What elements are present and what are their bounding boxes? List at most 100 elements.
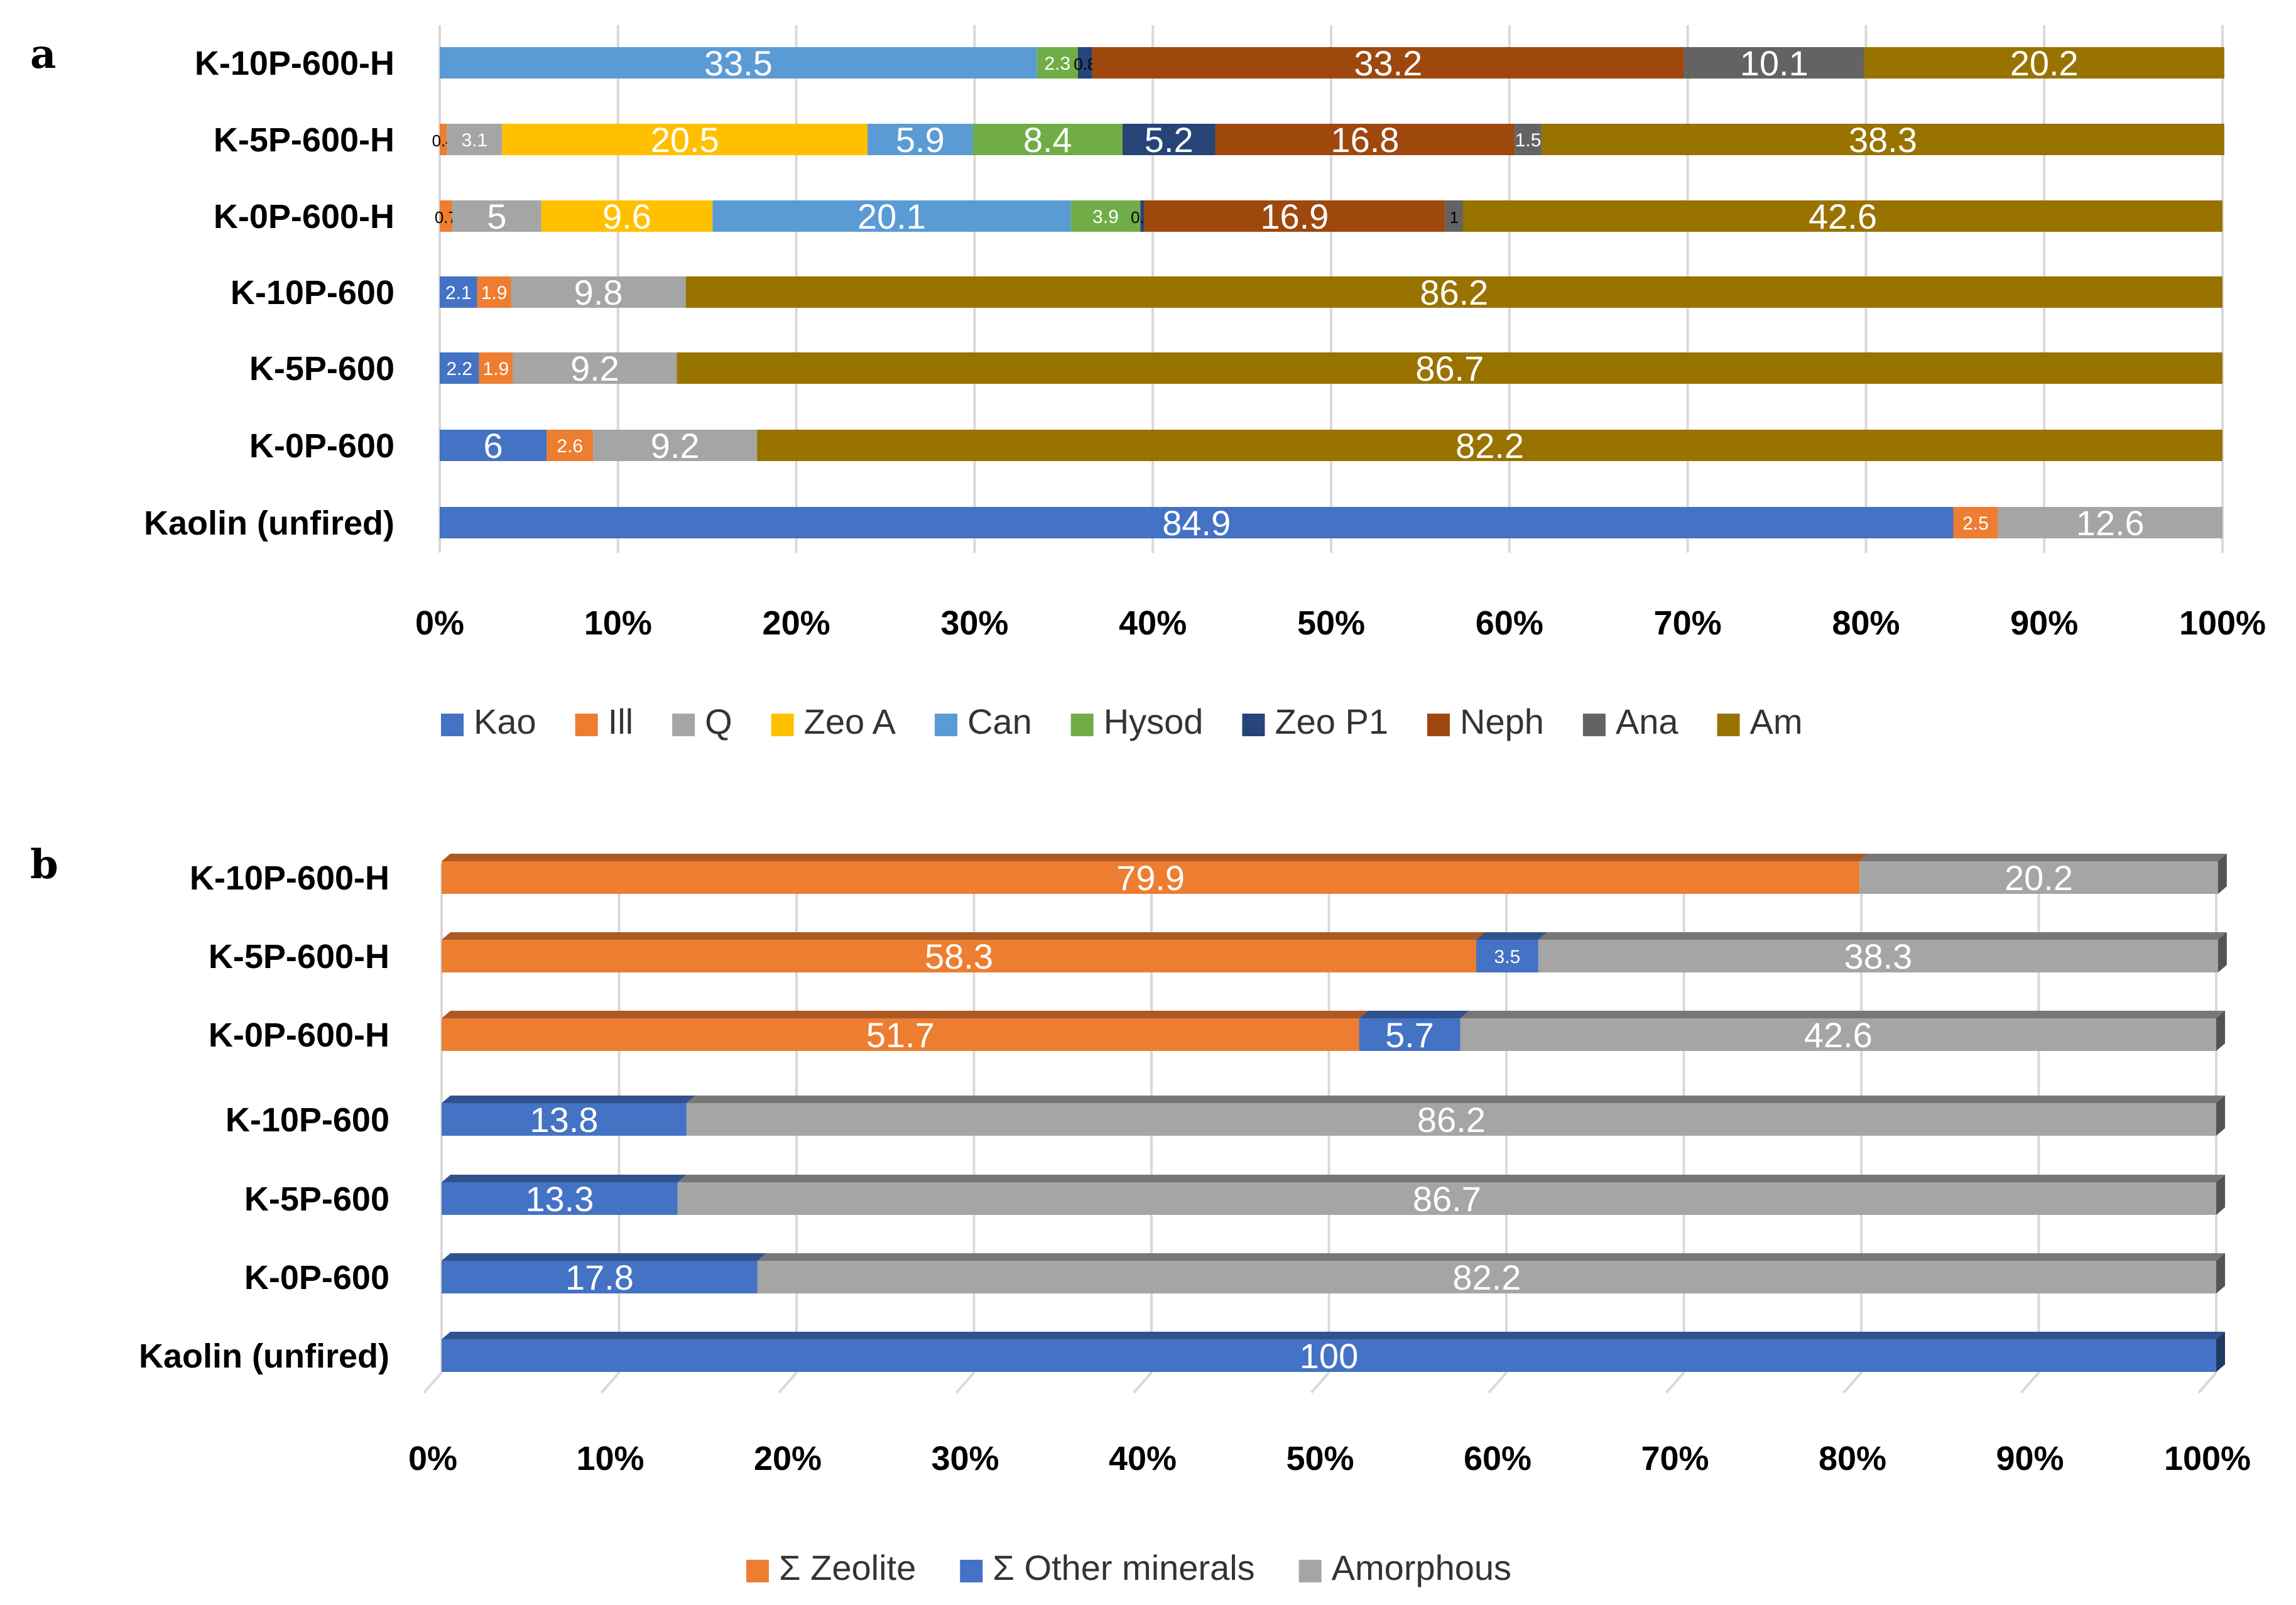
bar-segment xyxy=(1122,124,1216,155)
bar-data-label: 20.2 xyxy=(2005,858,2073,898)
legend-label: Can xyxy=(967,702,1032,741)
bar-segment xyxy=(541,200,713,232)
category-label: K-5P-600-H xyxy=(209,938,389,976)
x-tick-label: 60% xyxy=(1476,604,1543,642)
legend-swatch xyxy=(1242,714,1265,736)
bar-segment xyxy=(1144,200,1445,232)
bar-segment xyxy=(479,352,513,384)
legend-label: Σ Other minerals xyxy=(993,1548,1254,1587)
x-tick-label: 10% xyxy=(576,1440,644,1477)
bar-data-label: 42.6 xyxy=(1809,197,1877,236)
bar-segment xyxy=(442,940,1476,972)
bar-segment-top xyxy=(442,1253,766,1261)
x-tick-label: 30% xyxy=(940,604,1008,642)
bar-segment xyxy=(513,352,677,384)
bar-segment xyxy=(712,200,1071,232)
bar-data-label: 1 xyxy=(1450,208,1459,227)
bar-segment xyxy=(440,507,1954,538)
bar-segment xyxy=(511,276,686,308)
bar-segment xyxy=(440,200,452,232)
panel-a-letter: a xyxy=(30,31,56,78)
bar-data-label: 86.7 xyxy=(1413,1179,1481,1219)
bar-data-label: 5 xyxy=(487,197,506,236)
category-label: K-10P-600 xyxy=(226,1101,389,1139)
panel-b-letter: b xyxy=(30,841,58,888)
legend-swatch xyxy=(1717,714,1740,736)
legend-swatch xyxy=(1298,1560,1322,1582)
bar-segment xyxy=(440,430,547,461)
category-label: K-10P-600-H xyxy=(195,45,394,82)
bar-segment xyxy=(440,276,477,308)
x-tick-label: 50% xyxy=(1297,604,1365,642)
legend-label: Amorphous xyxy=(1332,1548,1511,1587)
legend-swatch xyxy=(746,1560,769,1582)
x-tick-label: 30% xyxy=(931,1440,999,1477)
bar-segment xyxy=(477,276,511,308)
x-tick-label: 70% xyxy=(1641,1440,1709,1477)
x-tick-label: 90% xyxy=(2010,604,2078,642)
bar-segment xyxy=(442,1182,678,1215)
bar-data-label: 9.2 xyxy=(570,349,619,388)
legend-swatch xyxy=(575,714,598,736)
gridline xyxy=(1842,1371,1863,1394)
bar-segment xyxy=(1463,200,2223,232)
bar-segment xyxy=(1515,124,1542,155)
bar-segment-top xyxy=(442,854,1869,861)
bar-segment xyxy=(593,430,758,461)
category-label: Kaolin (unfired) xyxy=(139,1337,389,1375)
bar-data-label: 6 xyxy=(484,426,503,465)
legend-label: Am xyxy=(1750,702,1803,741)
bar-data-label: 13.8 xyxy=(530,1100,598,1140)
bar-segment xyxy=(1445,200,1464,232)
bar-data-label: 5.7 xyxy=(1385,1015,1434,1055)
bar-segment xyxy=(1359,1018,1461,1051)
legend-label: Σ Zeolite xyxy=(779,1548,916,1587)
gridline xyxy=(1665,1371,1685,1394)
bar-data-label: 38.3 xyxy=(1849,120,1917,160)
legend-label: Zeo P1 xyxy=(1275,702,1388,741)
bar-segment xyxy=(442,861,1860,894)
bar-segment-top xyxy=(442,1175,687,1182)
bar-data-label: 33.5 xyxy=(704,43,773,83)
bar-data-label: 86.2 xyxy=(1420,273,1488,312)
category-label: K-10P-600-H xyxy=(190,859,389,897)
bar-data-label: 13.3 xyxy=(525,1179,594,1219)
bar-segment-top xyxy=(442,1011,1368,1018)
bar-segment xyxy=(1864,47,2224,79)
bar-segment xyxy=(1078,47,1092,79)
gridline xyxy=(2020,1371,2040,1394)
bar-segment xyxy=(452,200,541,232)
bar-data-label: 5.9 xyxy=(896,120,945,160)
gridline xyxy=(600,1371,621,1394)
x-tick-label: 90% xyxy=(1996,1440,2064,1477)
bar-segment-top xyxy=(1359,1011,1469,1018)
category-label: K-0P-600-H xyxy=(214,198,394,236)
bar-segment-top xyxy=(442,1332,2225,1339)
legend-swatch xyxy=(1582,714,1606,736)
legend-label: Q xyxy=(705,702,732,741)
bar-segment-top xyxy=(757,1253,2225,1261)
bar-segment xyxy=(1859,861,2218,894)
x-tick-label: 20% xyxy=(754,1440,822,1477)
category-label: K-5P-600-H xyxy=(214,121,394,159)
bar-segment xyxy=(1476,940,1538,972)
bar-segment xyxy=(1541,124,2224,155)
bar-segment xyxy=(442,1018,1359,1051)
bar-segment-side xyxy=(2216,1332,2225,1372)
bar-segment-top xyxy=(1460,1011,2225,1018)
gridline xyxy=(955,1371,976,1394)
legend-swatch xyxy=(771,714,794,736)
bar-segment xyxy=(1998,507,2223,538)
bar-data-label: 9.6 xyxy=(602,197,651,236)
category-label: K-0P-600 xyxy=(244,1259,389,1297)
x-tick-label: 40% xyxy=(1119,604,1187,642)
bar-segment xyxy=(442,1339,2216,1372)
bar-segment xyxy=(1538,940,2218,972)
bar-segment xyxy=(757,430,2223,461)
legend-swatch xyxy=(672,714,695,736)
bar-segment-side xyxy=(2216,1011,2225,1051)
bar-data-label: 82.2 xyxy=(1452,1258,1521,1297)
bar-data-label: 2.5 xyxy=(1962,513,1989,534)
bar-data-label: 33.2 xyxy=(1354,43,1422,83)
gridline xyxy=(423,1371,443,1394)
